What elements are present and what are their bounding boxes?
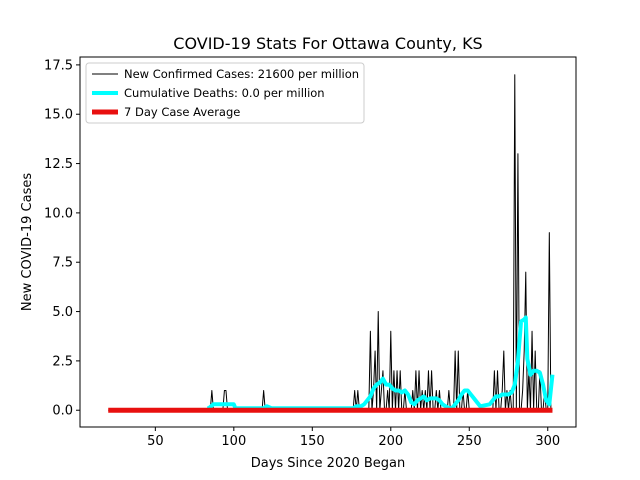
legend-label-1: Cumulative Deaths: 0.0 per million xyxy=(124,86,325,100)
y-tick-label: 15.0 xyxy=(44,108,73,123)
y-tick-label: 12.5 xyxy=(44,157,73,172)
x-tick-label: 150 xyxy=(300,434,325,449)
y-tick-label: 0.0 xyxy=(52,404,73,419)
legend: New Confirmed Cases: 21600 per million Cu… xyxy=(85,62,365,124)
axes-frame xyxy=(79,56,577,428)
y-tick-label: 2.5 xyxy=(52,354,73,369)
y-tick-label: 17.5 xyxy=(44,58,73,73)
y-tick-label: 5.0 xyxy=(52,305,73,320)
x-tick-label: 200 xyxy=(378,434,403,449)
legend-label-2: 7 Day Case Average xyxy=(124,105,240,119)
plot-area xyxy=(108,74,555,413)
x-tick-label: 250 xyxy=(457,434,482,449)
y-tick-label: 10.0 xyxy=(44,206,73,221)
x-tick-label: 300 xyxy=(535,434,560,449)
legend-label-0: New Confirmed Cases: 21600 per million xyxy=(124,67,359,81)
y-axis-label: New COVID-19 Cases xyxy=(20,173,35,311)
ticks: 50 100 150 200 250 300 0.0 2.5 5.0 7.5 10.0 12.5 15.… xyxy=(44,58,560,449)
x-axis-label: Days Since 2020 Began xyxy=(251,456,406,471)
y-tick-label: 7.5 xyxy=(52,256,73,271)
x-tick-label: 100 xyxy=(221,434,246,449)
chart-title: COVID-19 Stats For Ottawa County, KS xyxy=(173,34,482,53)
x-tick-label: 50 xyxy=(147,434,164,449)
legend-box xyxy=(85,62,365,124)
